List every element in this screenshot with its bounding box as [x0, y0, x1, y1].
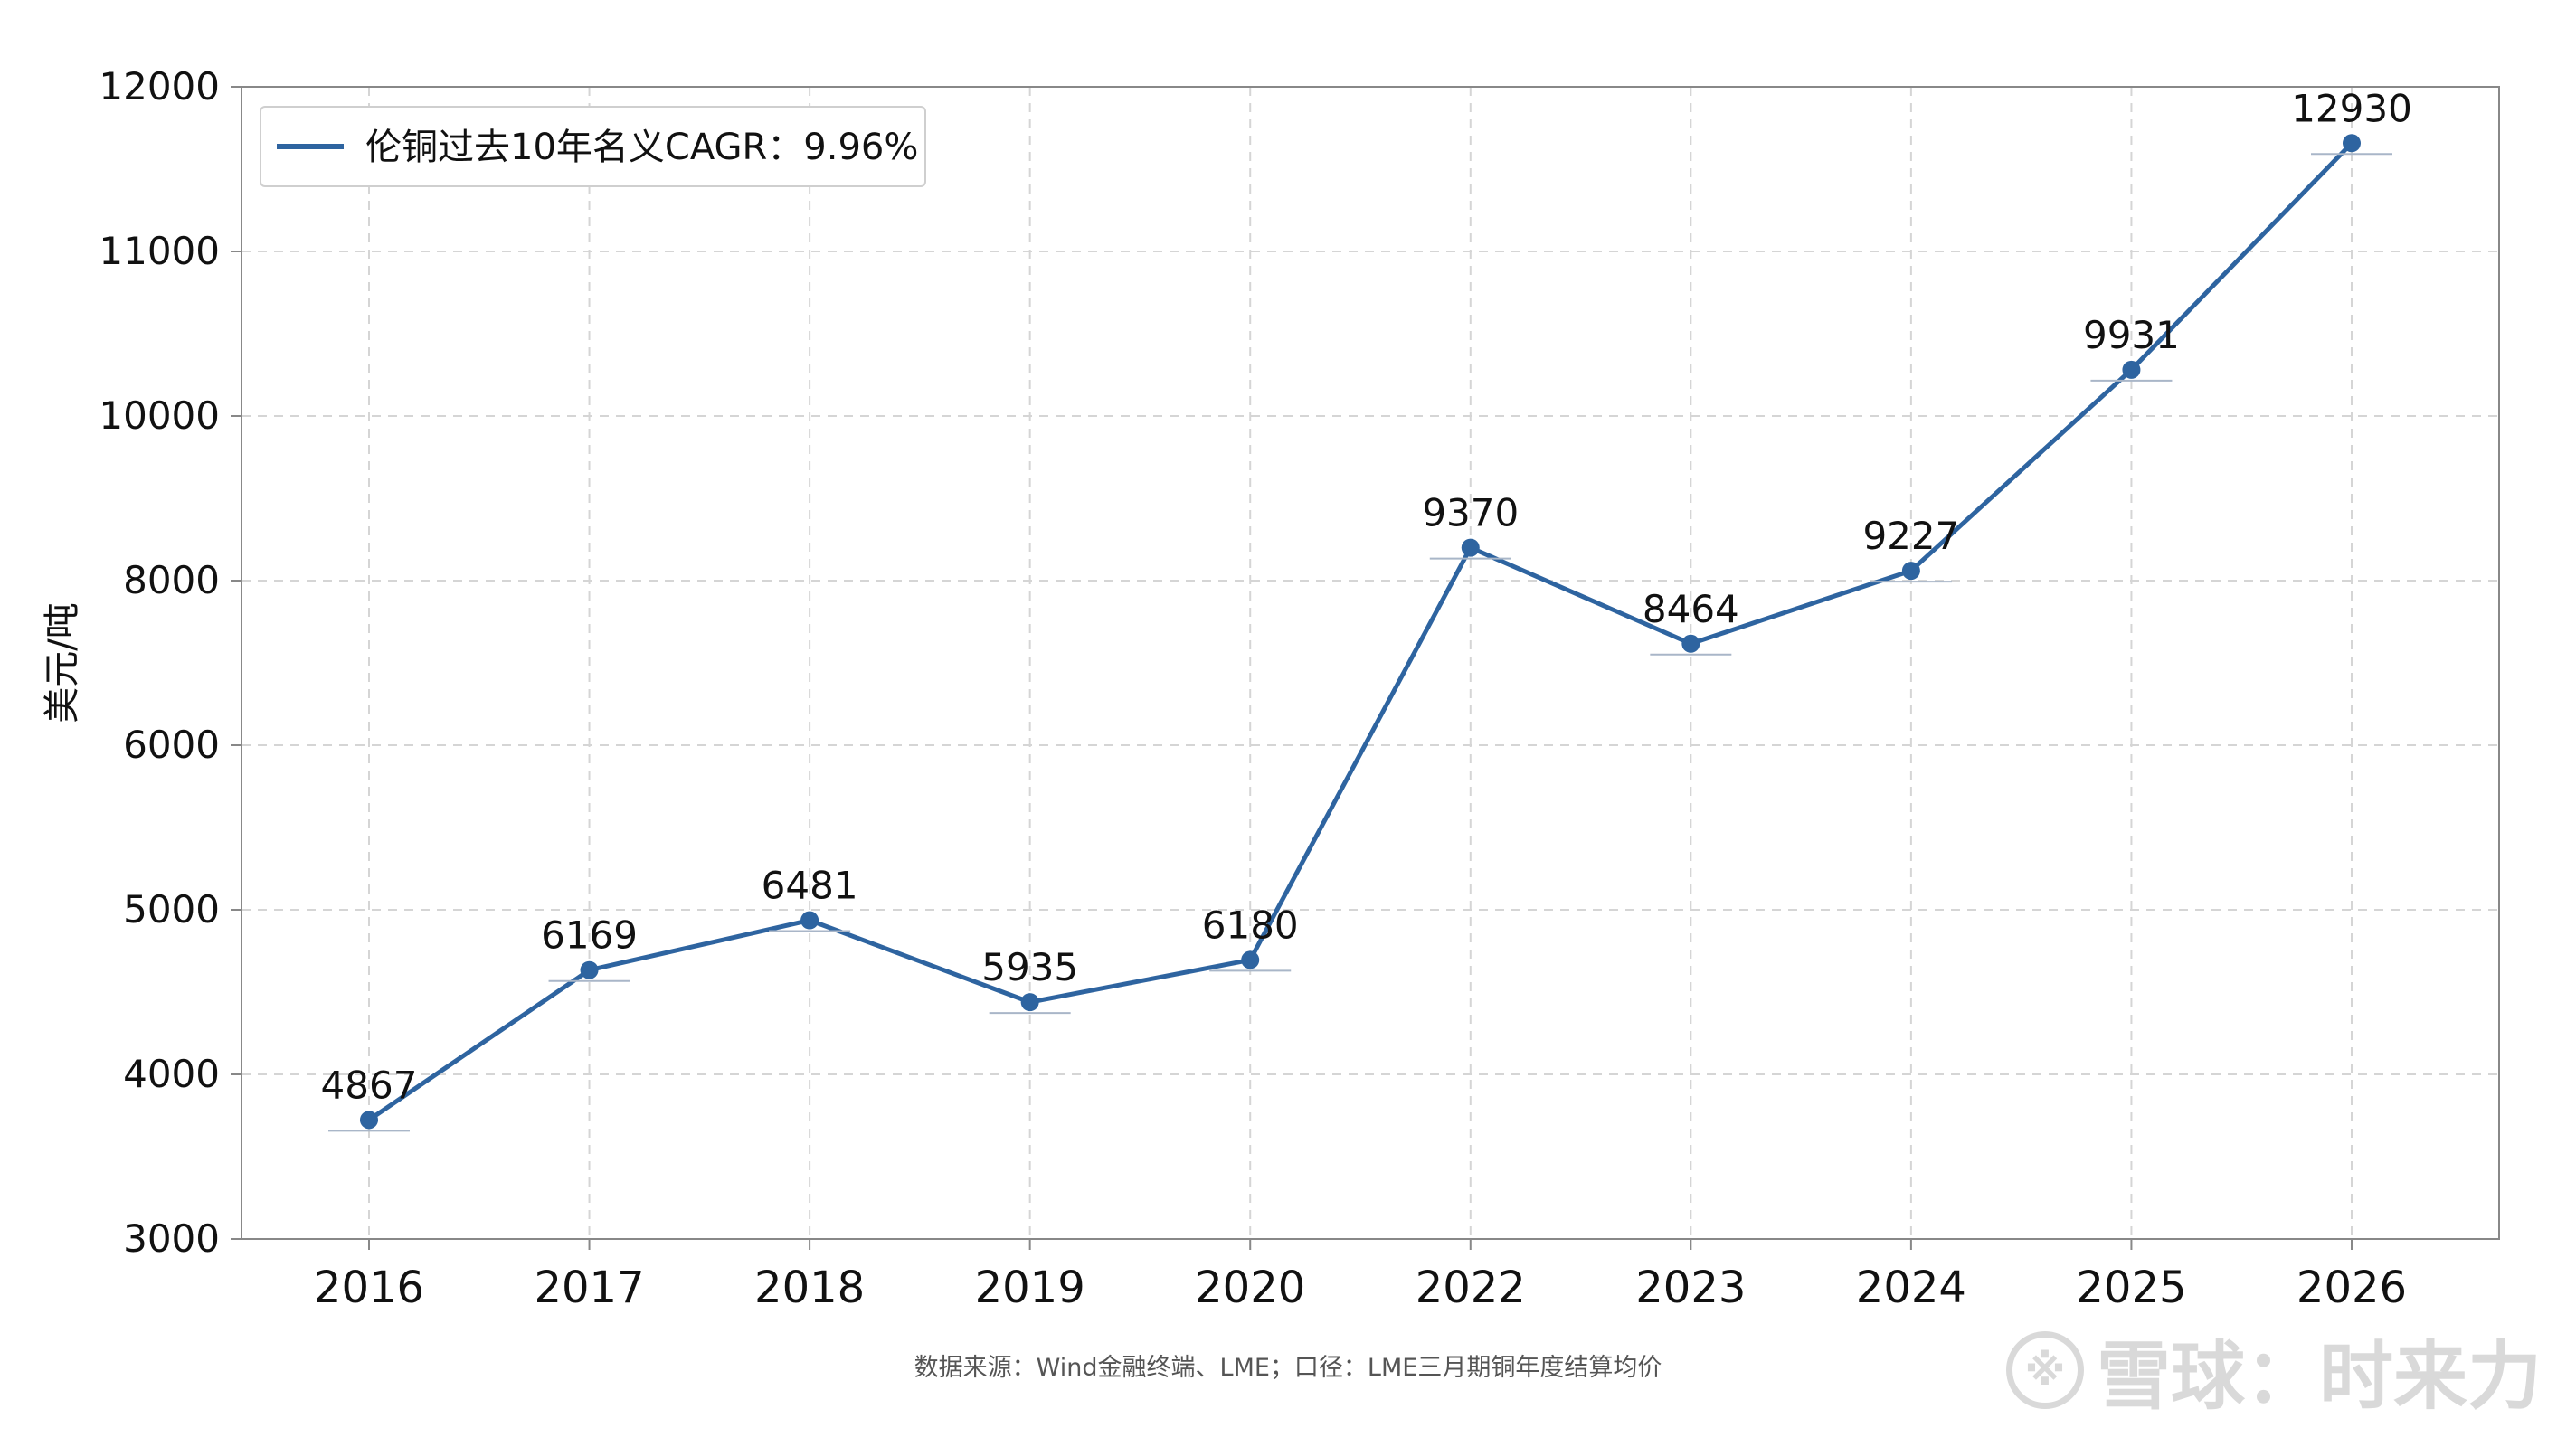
y-axis-label: 美元/吨: [42, 602, 83, 723]
y-tick-label: 3000: [123, 1216, 220, 1261]
x-tick-label: 2017: [534, 1263, 644, 1313]
x-tick-label: 2020: [1195, 1263, 1305, 1313]
series-layer: [328, 134, 2392, 1132]
watermark: ※ 雪球：时来力: [2005, 1316, 2542, 1423]
data-point: [360, 1111, 378, 1130]
legend-series-label: 伦铜过去10年名义CAGR：9.96%: [365, 127, 918, 168]
x-tick-label: 2025: [2076, 1263, 2186, 1313]
y-tick-label: 5000: [123, 887, 220, 932]
data-label: 9370: [1422, 491, 1519, 535]
y-axis-ticks: 3000 4000 5000 6000 8000 10000 11000 12000: [99, 64, 242, 1261]
data-point: [2122, 360, 2141, 379]
x-axis-ticks: 2016 2017 2018 2019 2020 2022 2023 2024 2025 2026: [314, 1239, 2407, 1313]
data-point: [1681, 634, 1700, 653]
data-label: 6180: [1202, 903, 1299, 947]
y-tick-label: 8000: [123, 558, 220, 602]
data-labels: 4867 6169 6481 5935 6180 9370 8464 9227 9931 1293…: [321, 86, 2412, 1107]
source-note: 数据来源：Wind金融终端、LME；口径：LME三月期铜年度结算均价: [914, 1354, 1662, 1382]
x-tick-label: 2023: [1635, 1263, 1746, 1313]
series-line: [367, 141, 2353, 1122]
data-point: [1901, 562, 1920, 581]
data-point: [1020, 993, 1039, 1012]
y-tick-label: 6000: [123, 723, 220, 767]
x-tick-label: 2019: [975, 1263, 1085, 1313]
data-label: 9931: [2083, 313, 2180, 357]
data-label: 4867: [321, 1063, 418, 1107]
data-label: 5935: [981, 945, 1078, 989]
x-tick-label: 2016: [314, 1263, 424, 1313]
data-point: [800, 911, 819, 930]
y-tick-label: 12000: [99, 64, 220, 109]
x-tick-label: 2026: [2297, 1263, 2407, 1313]
legend: 伦铜过去10年名义CAGR：9.96%: [260, 106, 926, 187]
data-label: 6481: [762, 864, 858, 908]
legend-box: [260, 106, 926, 187]
x-tick-label: 2024: [1856, 1263, 1966, 1313]
watermark-text: 雪球：时来力: [2096, 1334, 2542, 1420]
snowball-logo-icon: ※: [2005, 1330, 2084, 1409]
data-point: [1241, 950, 1260, 969]
data-point: [580, 960, 599, 979]
data-point: [2343, 134, 2361, 153]
x-tick-label: 2018: [754, 1263, 865, 1313]
data-label: 6169: [541, 913, 638, 958]
data-point: [1461, 538, 1480, 557]
x-tick-label: 2022: [1416, 1263, 1526, 1313]
y-tick-label: 10000: [99, 393, 220, 438]
data-label: 9227: [1862, 514, 1959, 558]
y-tick-label: 11000: [99, 229, 220, 273]
grid-lines: [242, 86, 2499, 1240]
data-label: 8464: [1643, 587, 1739, 631]
plot-area-frame: [241, 86, 2500, 1240]
y-tick-label: 4000: [123, 1052, 220, 1096]
data-label: 12930: [2291, 86, 2412, 130]
